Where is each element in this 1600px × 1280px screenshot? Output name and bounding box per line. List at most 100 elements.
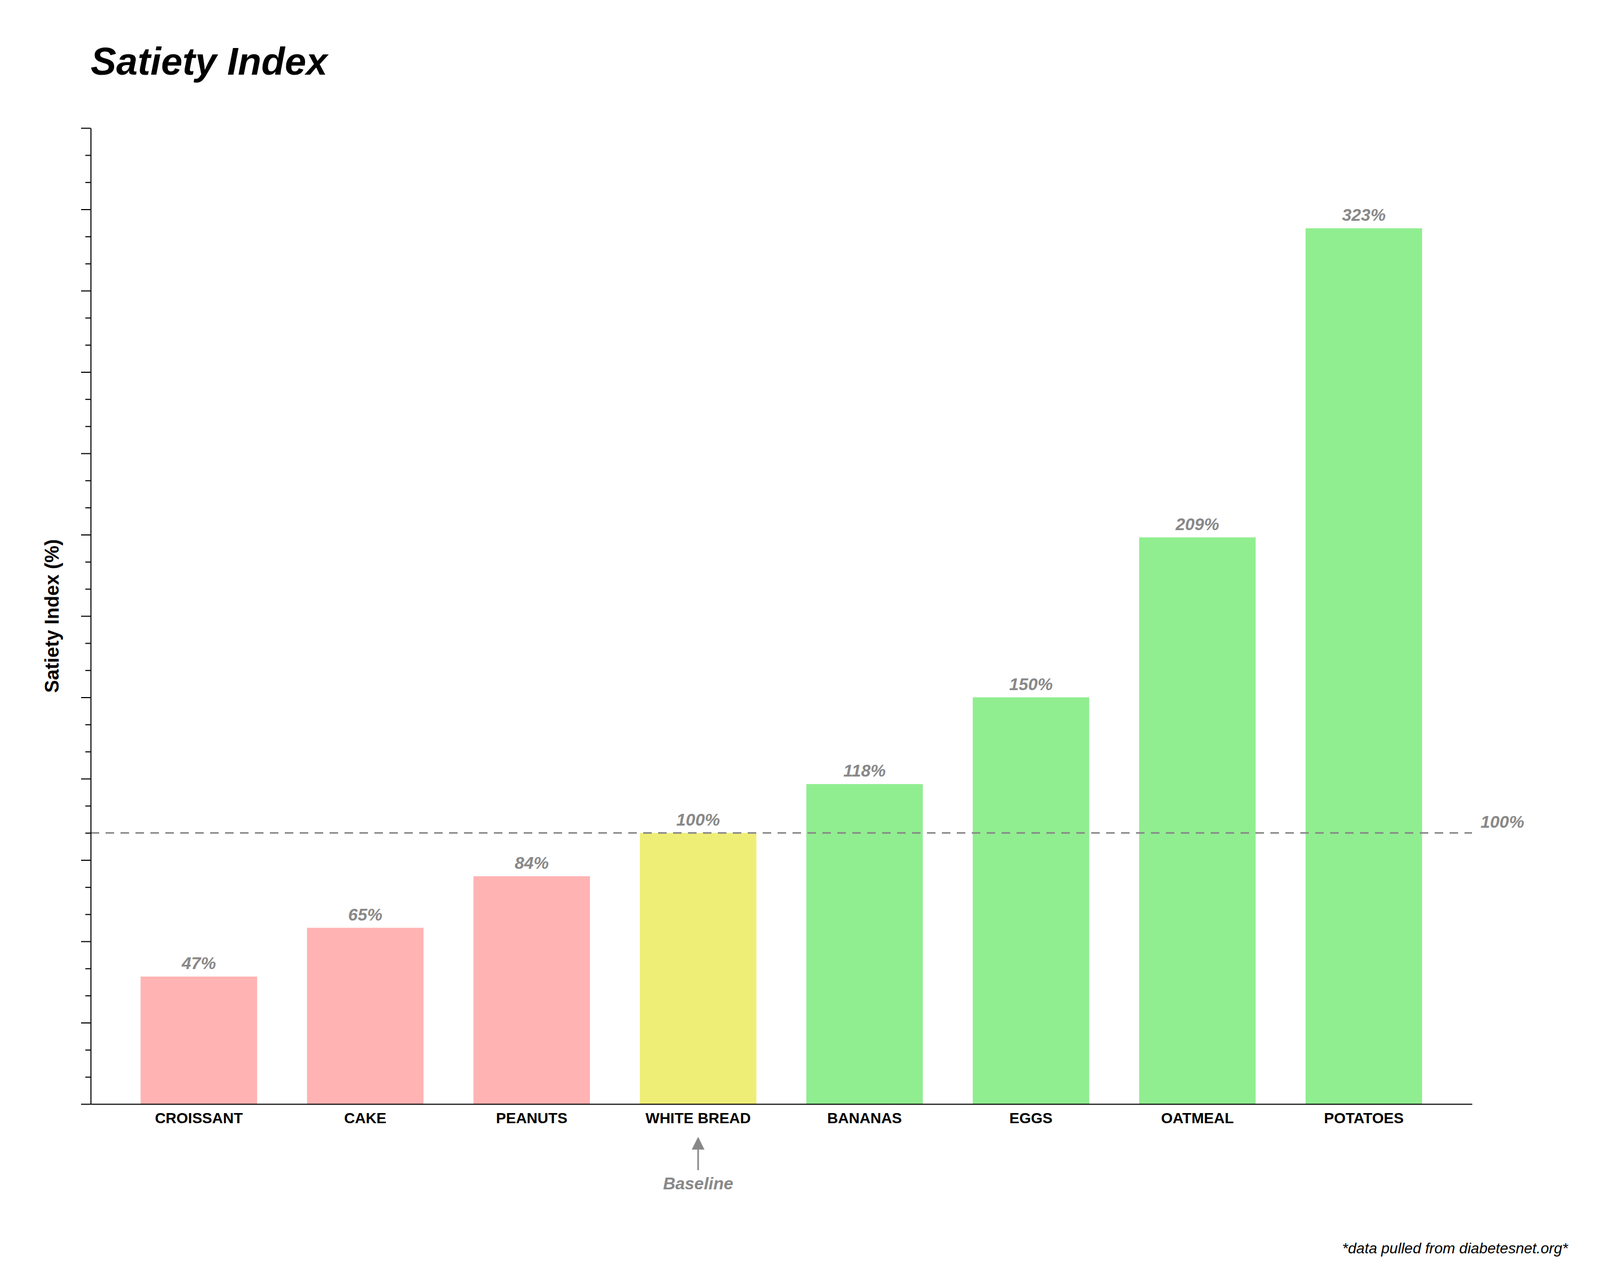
y-tick	[81, 209, 91, 211]
y-tick	[85, 1049, 91, 1051]
y-tick-mark	[81, 859, 91, 861]
y-tick	[81, 697, 91, 699]
y-tick-mark	[81, 1022, 91, 1024]
bar	[307, 928, 424, 1104]
bar	[140, 976, 258, 1104]
y-tick-mark	[81, 941, 91, 943]
y-tick-mark	[85, 263, 91, 265]
y-tick	[85, 345, 91, 346]
x-tick-label: CAKE	[344, 1109, 387, 1127]
x-axis-line	[91, 1104, 1473, 1106]
y-tick-mark	[85, 886, 91, 888]
x-tick-label: EGGS	[1009, 1109, 1053, 1127]
y-tick	[85, 155, 91, 156]
y-tick-mark	[85, 426, 91, 428]
y-tick-mark	[85, 669, 91, 671]
y-tick	[85, 236, 91, 237]
y-tick	[85, 724, 91, 725]
y-tick-mark	[81, 697, 91, 699]
y-tick	[81, 534, 91, 536]
y-tick-mark	[85, 995, 91, 997]
plot-area: CROISSANT CAKE PEANUTS WHITE BREAD BANANAS EG…	[81, 128, 1525, 1194]
annotation-arrow	[697, 1138, 699, 1171]
y-tick	[85, 507, 91, 509]
bar	[972, 697, 1090, 1105]
y-tick-mark	[85, 805, 91, 807]
y-tick-mark	[85, 561, 91, 563]
x-tick-label: PEANUTS	[496, 1109, 568, 1127]
y-tick-mark	[81, 534, 91, 536]
y-axis-title: Satiety Index (%)	[41, 539, 63, 693]
reference-line	[90, 832, 1472, 834]
y-tick-mark	[85, 832, 91, 834]
y-tick-mark	[85, 1049, 91, 1051]
y-tick-mark	[85, 588, 91, 590]
y-tick-mark	[85, 642, 91, 644]
y-tick-mark	[81, 1104, 91, 1106]
x-tick-label: CROISSANT	[154, 1109, 243, 1127]
y-tick	[85, 833, 91, 834]
y-tick	[85, 588, 91, 590]
marks	[90, 228, 1472, 1104]
x-tick: BANANAS	[827, 1109, 902, 1127]
y-tick	[81, 290, 91, 292]
y-tick	[81, 1104, 91, 1105]
y-tick-mark	[85, 344, 91, 346]
data-label: 323%	[1341, 205, 1386, 225]
y-tick	[85, 670, 91, 671]
data-labels: 47%65%84%100%118%150%209%323%	[181, 205, 1386, 973]
data-label: 118%	[843, 761, 886, 781]
data-label: 150%	[1009, 674, 1053, 694]
bar	[640, 833, 757, 1104]
y-tick	[85, 914, 91, 915]
y-tick	[81, 778, 91, 780]
y-tick-mark	[85, 914, 91, 916]
y-tick-mark	[81, 616, 91, 618]
y-tick	[81, 616, 91, 617]
y-tick-mark	[85, 154, 91, 156]
x-tick: PEANUTS	[496, 1109, 568, 1127]
y-tick-mark	[81, 453, 91, 455]
y-tick-mark	[81, 128, 91, 130]
y-tick	[85, 398, 91, 400]
y-tick	[81, 1022, 91, 1024]
y-tick	[85, 805, 91, 807]
y-tick-mark	[81, 290, 91, 292]
y-tick-mark	[85, 1076, 91, 1078]
x-tick-label: POTATOES	[1323, 1109, 1404, 1127]
y-axis	[81, 128, 92, 1105]
x-tick: OATMEAL	[1161, 1109, 1234, 1127]
y-tick-mark	[85, 724, 91, 726]
y-tick	[85, 968, 91, 970]
bar	[1139, 537, 1256, 1104]
y-tick	[85, 182, 91, 183]
y-tick-mark	[81, 778, 91, 780]
y-tick	[85, 643, 91, 644]
bar	[473, 876, 590, 1104]
y-tick	[81, 128, 91, 129]
bar	[806, 784, 923, 1104]
chart-title: Satiety Index	[90, 40, 330, 83]
y-tick	[85, 751, 91, 752]
x-axis: CROISSANT CAKE PEANUTS WHITE BREAD BANANAS EG…	[91, 1104, 1473, 1127]
y-tick	[85, 561, 91, 563]
bar	[1305, 228, 1422, 1104]
y-tick	[81, 941, 91, 942]
y-tick-mark	[81, 209, 91, 211]
y-tick	[85, 480, 91, 482]
y-tick-mark	[85, 968, 91, 970]
y-tick-mark	[85, 480, 91, 482]
y-tick	[85, 426, 91, 427]
x-tick: POTATOES	[1323, 1109, 1404, 1127]
x-tick: CROISSANT	[154, 1109, 243, 1127]
y-tick	[85, 263, 91, 264]
y-tick	[81, 453, 91, 454]
y-tick-mark	[81, 371, 91, 373]
y-tick	[81, 860, 91, 861]
y-tick-mark	[85, 181, 91, 183]
y-tick	[85, 995, 91, 997]
y-tick-mark	[85, 398, 91, 400]
x-tick-label: BANANAS	[827, 1109, 902, 1127]
y-tick-mark	[85, 507, 91, 509]
x-tick-label: WHITE BREAD	[645, 1109, 751, 1127]
